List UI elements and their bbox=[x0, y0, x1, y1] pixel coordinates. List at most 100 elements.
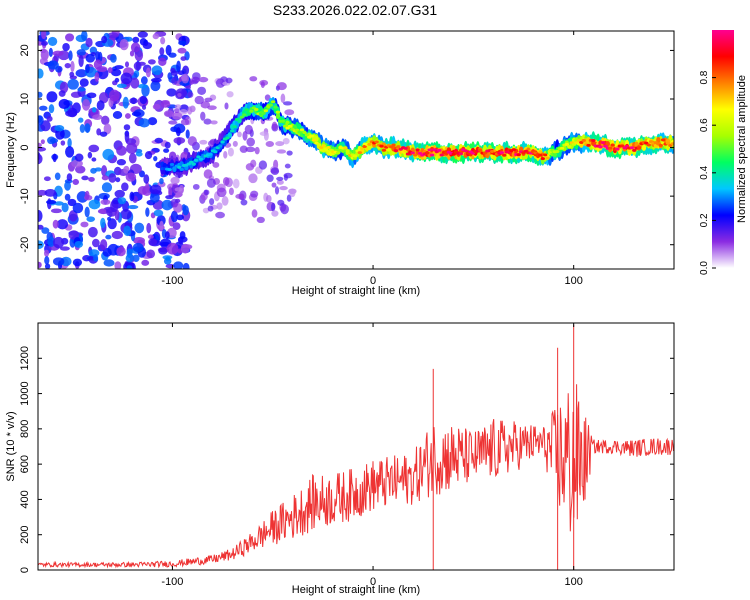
noise-cell bbox=[132, 242, 144, 253]
ridge-cell bbox=[335, 151, 341, 155]
ridge-cell bbox=[270, 100, 276, 104]
noise-cell bbox=[60, 140, 66, 146]
noise-cell bbox=[77, 87, 86, 92]
noise-cell bbox=[84, 190, 90, 200]
noise-cell bbox=[159, 220, 164, 231]
noise-cell bbox=[61, 202, 69, 213]
ridge-cell bbox=[405, 145, 411, 152]
noise-cell bbox=[239, 145, 248, 153]
noise-cell bbox=[41, 227, 50, 234]
noise-cell bbox=[146, 222, 152, 234]
noise-cell bbox=[133, 61, 142, 71]
noise-cell bbox=[212, 162, 220, 168]
noise-cell bbox=[176, 127, 181, 137]
ridge-cell bbox=[273, 105, 278, 109]
ridge-cell bbox=[586, 143, 591, 147]
ridge-cell bbox=[415, 148, 420, 152]
noise-cell bbox=[280, 93, 286, 104]
noise-cell bbox=[209, 198, 215, 206]
noise-cell bbox=[85, 64, 90, 74]
ridge-cell bbox=[567, 145, 572, 149]
ridge-cell bbox=[393, 149, 399, 153]
noise-cell bbox=[283, 172, 293, 179]
noise-cell bbox=[62, 42, 70, 52]
noise-cell bbox=[65, 33, 75, 42]
noise-cell bbox=[154, 137, 164, 144]
ridge-cell bbox=[598, 145, 603, 149]
noise-cell bbox=[240, 199, 248, 206]
ridge-cell bbox=[309, 134, 314, 138]
noise-cell bbox=[129, 191, 135, 202]
noise-cell bbox=[96, 100, 105, 111]
noise-cell bbox=[84, 123, 91, 133]
noise-cell bbox=[224, 102, 229, 110]
noise-cell bbox=[69, 71, 75, 77]
noise-cell bbox=[160, 36, 166, 45]
noise-cell bbox=[277, 199, 285, 206]
noise-cell bbox=[85, 37, 93, 48]
noise-cell bbox=[216, 202, 223, 210]
noise-cell bbox=[84, 206, 90, 218]
ridge-cell bbox=[316, 143, 322, 147]
noise-cell bbox=[38, 68, 44, 79]
noise-cell bbox=[172, 222, 181, 230]
noise-cell bbox=[215, 211, 225, 219]
noise-cell bbox=[67, 138, 72, 148]
y-tick-label: 1000 bbox=[19, 381, 31, 405]
noise-cell bbox=[164, 141, 171, 149]
noise-cell bbox=[147, 234, 154, 240]
ridge-cell bbox=[559, 146, 565, 150]
noise-cell bbox=[283, 101, 293, 106]
noise-cell bbox=[145, 207, 150, 217]
noise-cell bbox=[80, 221, 89, 228]
x-axis-label: Height of straight line (km) bbox=[292, 285, 420, 297]
ridge-cell bbox=[244, 108, 249, 112]
noise-cell bbox=[88, 199, 101, 210]
snr-plot-area bbox=[38, 324, 674, 570]
noise-cell bbox=[163, 148, 170, 153]
noise-cell bbox=[177, 70, 185, 76]
noise-cell bbox=[197, 86, 207, 95]
noise-cell bbox=[165, 256, 171, 262]
noise-cell bbox=[123, 124, 131, 131]
noise-cell bbox=[107, 67, 113, 74]
noise-cell bbox=[258, 160, 268, 170]
noise-cell bbox=[41, 40, 48, 46]
noise-cell bbox=[66, 173, 73, 182]
noise-cell bbox=[123, 165, 130, 174]
noise-cell bbox=[44, 189, 57, 197]
ridge-cell bbox=[280, 119, 285, 123]
noise-cell bbox=[124, 61, 130, 68]
noise-cell bbox=[158, 57, 167, 66]
noise-cell bbox=[271, 202, 276, 212]
ridge-cell bbox=[425, 151, 430, 155]
noise-cell bbox=[67, 78, 79, 90]
noise-cell bbox=[40, 139, 45, 145]
noise-cell bbox=[39, 105, 48, 111]
noise-cell bbox=[232, 140, 238, 147]
ridge-cell bbox=[198, 157, 204, 161]
noise-cell bbox=[170, 70, 178, 76]
noise-cell bbox=[166, 88, 177, 97]
noise-cell bbox=[150, 80, 161, 92]
noise-cell bbox=[116, 246, 126, 257]
noise-cell bbox=[64, 63, 71, 69]
noise-cell bbox=[74, 240, 84, 248]
noise-cell bbox=[103, 123, 112, 135]
noise-cell bbox=[149, 184, 162, 195]
noise-cell bbox=[95, 51, 101, 62]
noise-cell bbox=[203, 118, 212, 125]
noise-cell bbox=[141, 259, 150, 266]
noise-cell bbox=[126, 142, 138, 154]
noise-cell bbox=[181, 204, 187, 212]
ridge-cell bbox=[167, 168, 172, 172]
noise-cell bbox=[120, 209, 132, 220]
noise-cell bbox=[99, 208, 107, 214]
ridge-cell bbox=[427, 148, 432, 152]
ridge-cell bbox=[254, 107, 259, 111]
noise-cell bbox=[52, 257, 65, 266]
ridge-cell bbox=[564, 142, 570, 146]
noise-cell bbox=[129, 97, 138, 104]
noise-cell bbox=[165, 44, 172, 56]
